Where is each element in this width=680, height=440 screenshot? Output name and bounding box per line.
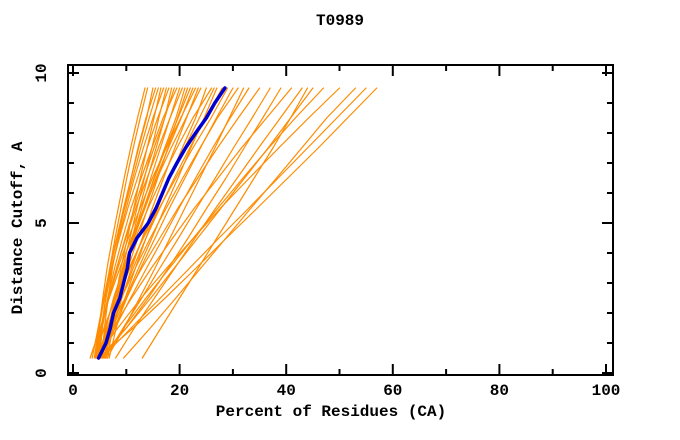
x-axis-label: Percent of Residues (CA)	[215, 403, 447, 421]
model-curve	[104, 87, 271, 359]
model-curve	[141, 87, 309, 359]
y-tick-label: 5	[33, 218, 51, 228]
x-tick-label: 60	[383, 382, 402, 400]
highlight-curve	[96, 86, 227, 360]
model-curve	[103, 87, 325, 359]
model-curve	[89, 87, 202, 359]
chart-title: T0989	[315, 12, 364, 30]
model-curve	[95, 87, 261, 359]
model-curve	[101, 87, 367, 359]
model-curve	[99, 87, 314, 359]
model-curve	[96, 87, 293, 359]
x-tick-label: 20	[170, 382, 189, 400]
model-curve	[94, 87, 159, 359]
model-curve	[95, 87, 341, 359]
model-curve	[122, 87, 357, 359]
x-tick-label: 100	[592, 382, 621, 400]
model-curve	[97, 87, 378, 359]
model-curve	[94, 87, 229, 359]
x-tick-label: 40	[277, 382, 296, 400]
y-tick-label: 0	[33, 368, 51, 378]
x-tick-label: 0	[68, 382, 78, 400]
x-tick-label: 80	[490, 382, 509, 400]
y-tick-label: 10	[33, 63, 51, 82]
model-curve	[91, 87, 170, 359]
y-axis-label: Distance Cutoff, A	[9, 141, 27, 315]
model-curve	[97, 87, 165, 359]
